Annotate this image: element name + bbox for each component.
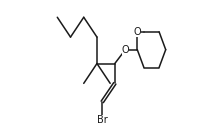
Text: O: O — [122, 45, 129, 55]
Text: Br: Br — [97, 115, 108, 125]
Text: O: O — [134, 27, 141, 37]
